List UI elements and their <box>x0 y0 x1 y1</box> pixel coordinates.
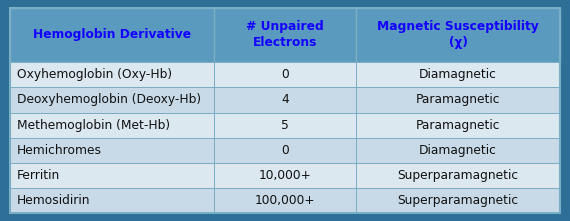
Text: Diamagnetic: Diamagnetic <box>419 68 497 81</box>
Text: Superparamagnetic: Superparamagnetic <box>397 169 519 182</box>
Text: 0: 0 <box>281 68 289 81</box>
Text: Diamagnetic: Diamagnetic <box>419 144 497 157</box>
Bar <box>356 112 560 138</box>
Text: Hemichromes: Hemichromes <box>17 144 102 157</box>
Bar <box>356 87 560 112</box>
Bar <box>356 188 560 213</box>
Bar <box>356 62 560 87</box>
Bar <box>214 112 356 138</box>
Bar <box>214 62 356 87</box>
Text: Deoxyhemoglobin (Deoxy-Hb): Deoxyhemoglobin (Deoxy-Hb) <box>17 93 201 107</box>
Text: Magnetic Susceptibility
(χ): Magnetic Susceptibility (χ) <box>377 21 539 50</box>
Bar <box>214 188 356 213</box>
Text: 100,000+: 100,000+ <box>255 194 315 207</box>
Bar <box>214 8 356 62</box>
Bar <box>10 8 214 62</box>
Text: Methemoglobin (Met-Hb): Methemoglobin (Met-Hb) <box>17 119 170 132</box>
Text: Paramagnetic: Paramagnetic <box>416 119 500 132</box>
Bar <box>10 138 214 163</box>
Text: # Unpaired
Electrons: # Unpaired Electrons <box>246 21 324 50</box>
Text: Hemosidirin: Hemosidirin <box>17 194 91 207</box>
Bar <box>10 188 214 213</box>
Text: Hemoglobin Derivative: Hemoglobin Derivative <box>33 29 191 42</box>
Text: Paramagnetic: Paramagnetic <box>416 93 500 107</box>
Bar <box>214 163 356 188</box>
Text: Superparamagnetic: Superparamagnetic <box>397 194 519 207</box>
Text: 10,000+: 10,000+ <box>259 169 311 182</box>
Bar <box>10 87 214 112</box>
Text: Ferritin: Ferritin <box>17 169 60 182</box>
Bar <box>214 87 356 112</box>
Bar <box>10 112 214 138</box>
Bar <box>10 62 214 87</box>
Bar <box>356 8 560 62</box>
Text: Oxyhemoglobin (Oxy-Hb): Oxyhemoglobin (Oxy-Hb) <box>17 68 172 81</box>
Text: 0: 0 <box>281 144 289 157</box>
Bar <box>356 163 560 188</box>
Bar <box>10 163 214 188</box>
Bar <box>214 138 356 163</box>
Bar <box>356 138 560 163</box>
Text: 4: 4 <box>281 93 289 107</box>
Text: 5: 5 <box>281 119 289 132</box>
